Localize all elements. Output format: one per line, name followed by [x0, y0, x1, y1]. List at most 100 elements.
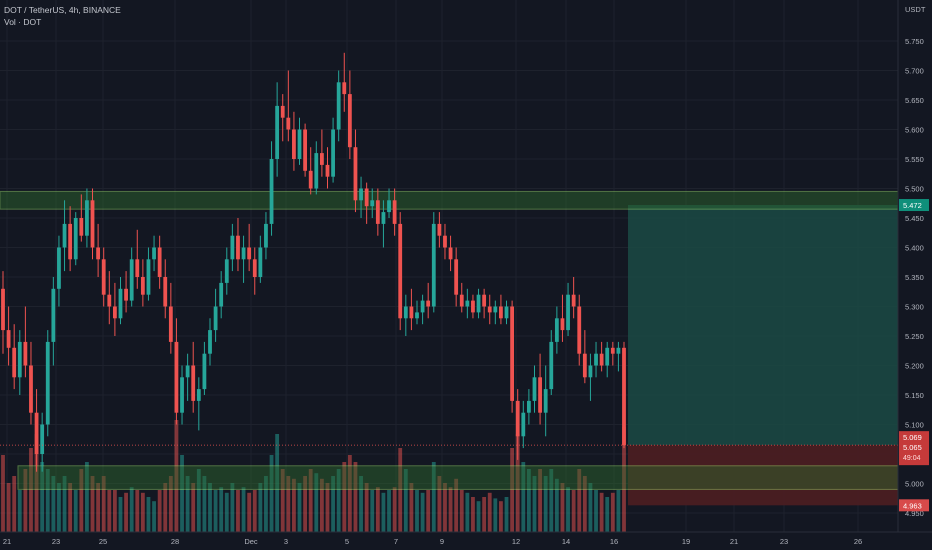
volume-bar: [319, 478, 324, 532]
volume-bar: [526, 469, 531, 532]
price-tick-label: 5.550: [905, 155, 924, 164]
candle-body: [129, 259, 134, 301]
time-tick-label: 26: [854, 537, 862, 546]
volume-bar: [582, 476, 587, 532]
volume-bar: [471, 497, 475, 532]
time-axis[interactable]: 21 23 25 28 Dec 3 5 7 9 12 14 16 19 21 23 26: [3, 537, 862, 546]
resistance-zone[interactable]: [0, 190, 899, 210]
volume-bar: [264, 476, 268, 532]
candle-body: [314, 153, 319, 189]
time-tick-label: 3: [284, 537, 288, 546]
volume-bar: [118, 497, 123, 532]
volume-bar: [554, 478, 559, 532]
volume-legend[interactable]: Vol · DOT: [4, 17, 42, 27]
volume-bar: [549, 469, 554, 532]
volume-bar: [336, 469, 341, 532]
candle-body: [566, 294, 570, 331]
volume-bar: [73, 490, 78, 532]
volume-bar: [448, 487, 453, 532]
stop-zone[interactable]: [628, 445, 898, 506]
candle-body: [532, 377, 537, 401]
time-tick-label: 5: [345, 537, 349, 546]
volume-bar: [57, 483, 61, 532]
candle-body: [403, 306, 408, 319]
candle-body: [538, 377, 542, 413]
volume-bar: [241, 487, 246, 532]
candle-body: [112, 306, 117, 319]
volume-bar: [1, 455, 5, 532]
candle-body: [364, 188, 369, 207]
candle-body: [275, 105, 280, 159]
candle-body: [526, 400, 531, 413]
volume-bar: [347, 455, 352, 532]
volume-bar: [152, 501, 156, 532]
candle-body: [325, 164, 330, 177]
volume-bar: [185, 476, 190, 532]
candle-body: [409, 306, 414, 319]
candle-body: [1, 288, 5, 331]
candle-body: [426, 300, 431, 307]
volume-bar: [224, 492, 229, 532]
candle-body: [381, 212, 386, 224]
time-tick-label: 7: [394, 537, 398, 546]
candle-body: [118, 288, 123, 319]
candle-body: [51, 288, 56, 342]
candle-body: [504, 306, 509, 319]
volume-bar: [62, 476, 67, 532]
candle-body: [487, 306, 492, 313]
candle-body: [554, 318, 559, 342]
candle-body: [521, 412, 526, 437]
current-price-block: [899, 431, 929, 466]
price-tick-label: 5.350: [905, 273, 924, 282]
target-zone[interactable]: [628, 205, 898, 446]
volume-bar: [286, 476, 291, 532]
volume-bar: [426, 490, 431, 532]
volume-bar: [297, 483, 302, 532]
candle-body: [230, 235, 235, 260]
price-tick-label: 5.450: [905, 214, 924, 223]
volume-bar: [17, 490, 22, 532]
candle-body: [392, 200, 397, 224]
volume-bar: [476, 501, 481, 532]
candle-body: [68, 223, 73, 260]
previous-price-tag: 5.069: [903, 433, 922, 442]
candles-layer: [1, 52, 626, 472]
volume-bar: [594, 490, 598, 532]
volume-bar: [420, 492, 425, 532]
candle-body: [577, 306, 582, 354]
candle-body: [353, 147, 358, 201]
volume-bar: [359, 476, 363, 532]
candle-body: [135, 259, 140, 277]
candle-body: [40, 424, 45, 454]
candle-body: [140, 277, 145, 295]
symbol-legend[interactable]: DOT / TetherUS, 4h, BINANCE: [4, 5, 121, 15]
volume-bar: [532, 476, 537, 532]
price-tick-label: 5.150: [905, 391, 924, 400]
candle-body: [12, 347, 17, 378]
candle-body: [431, 223, 436, 307]
volume-bar: [437, 476, 442, 532]
candle-body: [610, 347, 615, 354]
candle-body: [448, 247, 453, 260]
candle-body: [454, 259, 459, 295]
volume-bar: [482, 497, 487, 532]
candle-body: [571, 294, 576, 307]
candle-body: [582, 353, 587, 378]
support-zone[interactable]: [17, 465, 899, 490]
price-axis[interactable]: 5.750 5.700 5.650 5.600 5.550 5.500 5.450 5.400…: [905, 37, 924, 518]
time-tick-label: Dec: [244, 537, 258, 546]
volume-bar: [247, 492, 252, 532]
stop-price-tag: 4.963: [903, 501, 922, 510]
candle-body: [560, 318, 565, 331]
candle-body: [465, 300, 470, 307]
price-tick-label: 5.000: [905, 480, 924, 489]
volume-bar: [168, 476, 173, 532]
candle-body: [157, 247, 162, 277]
candle-body: [420, 300, 425, 313]
time-tick-label: 23: [52, 537, 60, 546]
candle-body: [57, 247, 61, 289]
candle-body: [594, 353, 598, 366]
candle-body: [437, 223, 442, 236]
volume-bar: [51, 476, 56, 532]
